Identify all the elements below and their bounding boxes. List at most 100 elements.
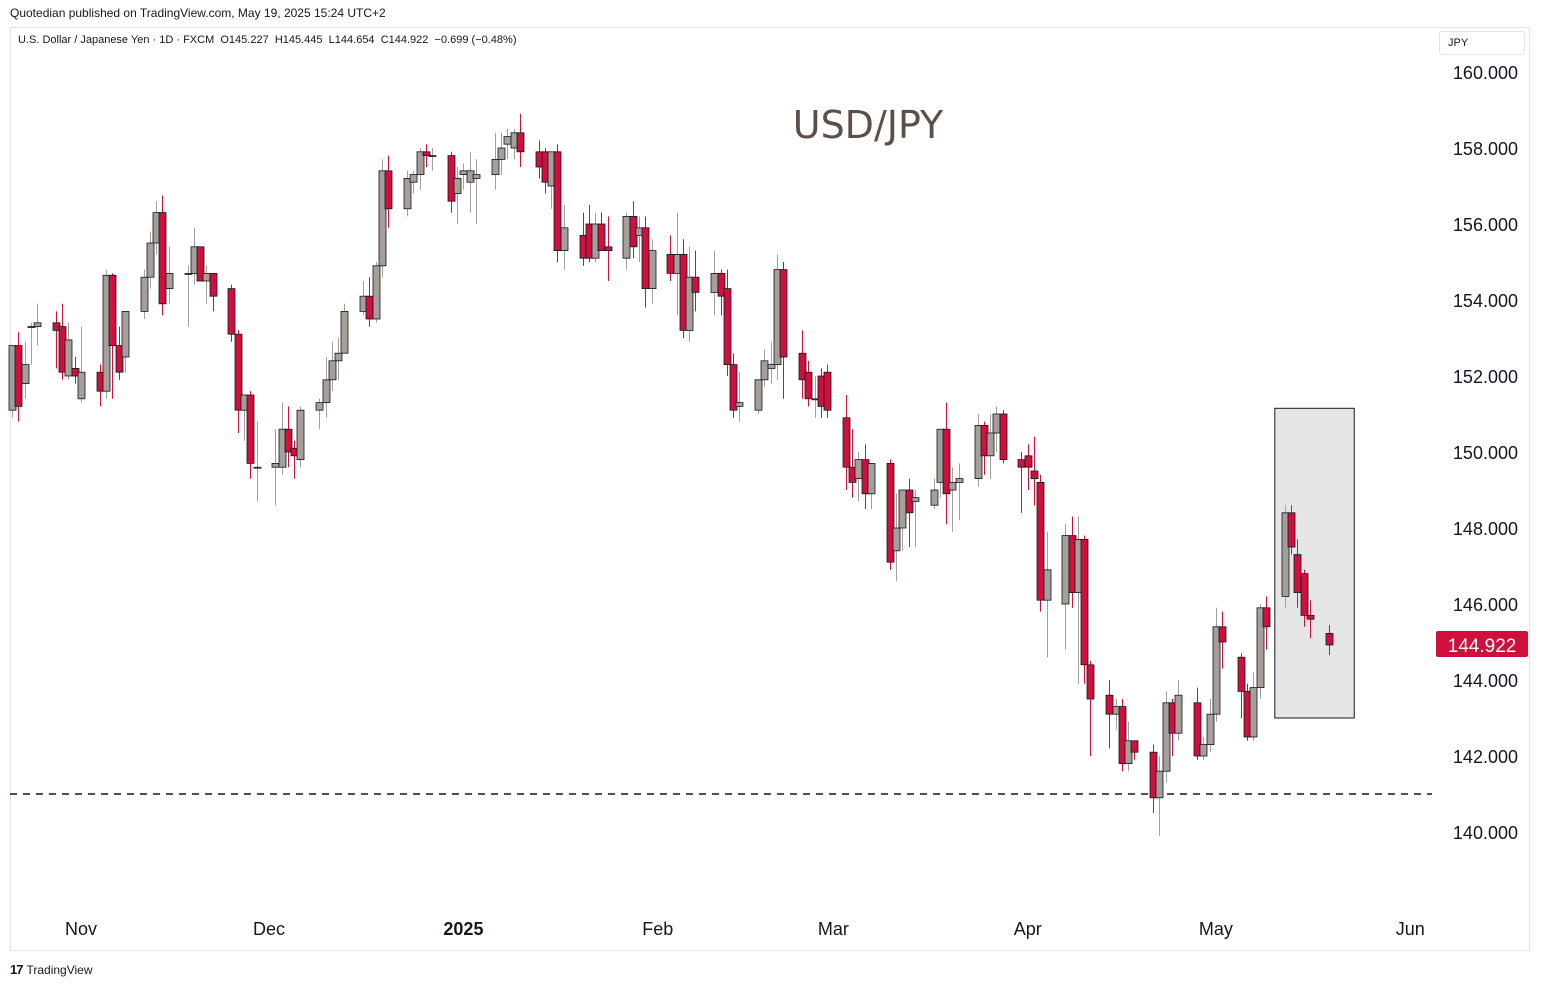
candle[interactable]	[115, 326, 124, 380]
candle[interactable]	[1287, 505, 1296, 555]
candle[interactable]	[466, 151, 475, 213]
candle[interactable]	[372, 262, 381, 323]
candle[interactable]	[685, 246, 694, 342]
candle[interactable]	[986, 414, 995, 479]
candle[interactable]	[1174, 680, 1183, 741]
candle[interactable]	[196, 246, 205, 282]
candle[interactable]	[491, 132, 500, 190]
candle[interactable]	[246, 391, 255, 479]
candle[interactable]	[597, 212, 606, 252]
candle[interactable]	[560, 205, 569, 270]
candle[interactable]	[804, 360, 813, 407]
candle[interactable]	[553, 144, 562, 262]
candle[interactable]	[842, 395, 851, 490]
candle[interactable]	[1256, 604, 1265, 699]
candle[interactable]	[955, 463, 964, 521]
candle[interactable]	[1306, 600, 1315, 639]
candle[interactable]	[691, 250, 700, 312]
candle[interactable]	[710, 250, 719, 316]
candle[interactable]	[798, 330, 807, 399]
candle[interactable]	[1300, 569, 1309, 627]
candle[interactable]	[1024, 444, 1033, 490]
candle[interactable]	[184, 265, 193, 327]
candle[interactable]	[1086, 661, 1095, 756]
candle[interactable]	[1017, 452, 1026, 513]
candle[interactable]	[409, 170, 418, 194]
candle[interactable]	[1080, 535, 1089, 684]
candle[interactable]	[905, 478, 914, 547]
candle[interactable]	[1036, 474, 1045, 612]
candle[interactable]	[823, 364, 832, 418]
currency-button[interactable]: JPY	[1439, 31, 1525, 55]
candle[interactable]	[227, 284, 236, 342]
candle[interactable]	[622, 212, 631, 270]
candle[interactable]	[315, 398, 324, 430]
candle[interactable]	[999, 410, 1008, 464]
candle[interactable]	[867, 462, 876, 509]
candle[interactable]	[1212, 607, 1221, 722]
candle[interactable]	[384, 155, 393, 228]
candle[interactable]	[234, 330, 243, 433]
candle[interactable]	[253, 421, 262, 502]
candle[interactable]	[121, 310, 130, 373]
candle[interactable]	[1237, 653, 1246, 718]
candle[interactable]	[378, 159, 387, 278]
candle[interactable]	[472, 159, 481, 224]
candle[interactable]	[403, 170, 412, 217]
candle[interactable]	[334, 338, 343, 380]
candle[interactable]	[453, 167, 462, 224]
candle[interactable]	[666, 235, 675, 281]
candle[interactable]	[165, 246, 174, 304]
candle[interactable]	[911, 490, 920, 547]
candle[interactable]	[209, 272, 218, 312]
candle[interactable]	[21, 341, 30, 399]
candle[interactable]	[1218, 611, 1227, 669]
candle[interactable]	[146, 231, 155, 289]
candle[interactable]	[322, 357, 331, 418]
candle[interactable]	[1118, 699, 1127, 772]
candle[interactable]	[1249, 672, 1258, 741]
candle[interactable]	[717, 269, 726, 316]
candle[interactable]	[1199, 737, 1208, 760]
candle[interactable]	[767, 341, 776, 384]
candle[interactable]	[416, 148, 425, 190]
candle[interactable]	[1061, 524, 1070, 650]
candle[interactable]	[77, 326, 86, 403]
candle[interactable]	[892, 493, 901, 582]
candle[interactable]	[1193, 687, 1202, 760]
candle[interactable]	[271, 429, 280, 506]
candle[interactable]	[854, 452, 863, 502]
tradingview-logo[interactable]: 17 TradingView	[10, 962, 93, 977]
candle[interactable]	[33, 303, 42, 346]
candle[interactable]	[779, 262, 788, 399]
candle[interactable]	[516, 113, 525, 167]
candle[interactable]	[1325, 625, 1334, 656]
candle[interactable]	[948, 467, 957, 532]
candle[interactable]	[64, 322, 73, 380]
candle[interactable]	[428, 148, 437, 171]
candle[interactable]	[1043, 531, 1052, 658]
candle[interactable]	[942, 402, 951, 525]
candle[interactable]	[648, 239, 657, 304]
candle[interactable]	[754, 379, 763, 414]
candle[interactable]	[723, 269, 732, 376]
candle[interactable]	[140, 269, 149, 319]
candle[interactable]	[1030, 436, 1039, 506]
candle[interactable]	[604, 216, 613, 281]
candle[interactable]	[365, 277, 374, 327]
candle[interactable]	[27, 322, 36, 365]
candle[interactable]	[1206, 699, 1215, 753]
candle[interactable]	[1130, 740, 1139, 760]
candle[interactable]	[735, 372, 744, 422]
candle[interactable]	[1105, 680, 1114, 749]
candle[interactable]	[930, 478, 939, 509]
candle[interactable]	[1281, 505, 1290, 608]
candle[interactable]	[729, 353, 738, 418]
candle[interactable]	[284, 406, 293, 468]
candle[interactable]	[422, 144, 431, 167]
candle[interactable]	[886, 459, 895, 570]
candle[interactable]	[1155, 756, 1164, 836]
candle[interactable]	[328, 341, 337, 392]
candle[interactable]	[1162, 691, 1171, 783]
